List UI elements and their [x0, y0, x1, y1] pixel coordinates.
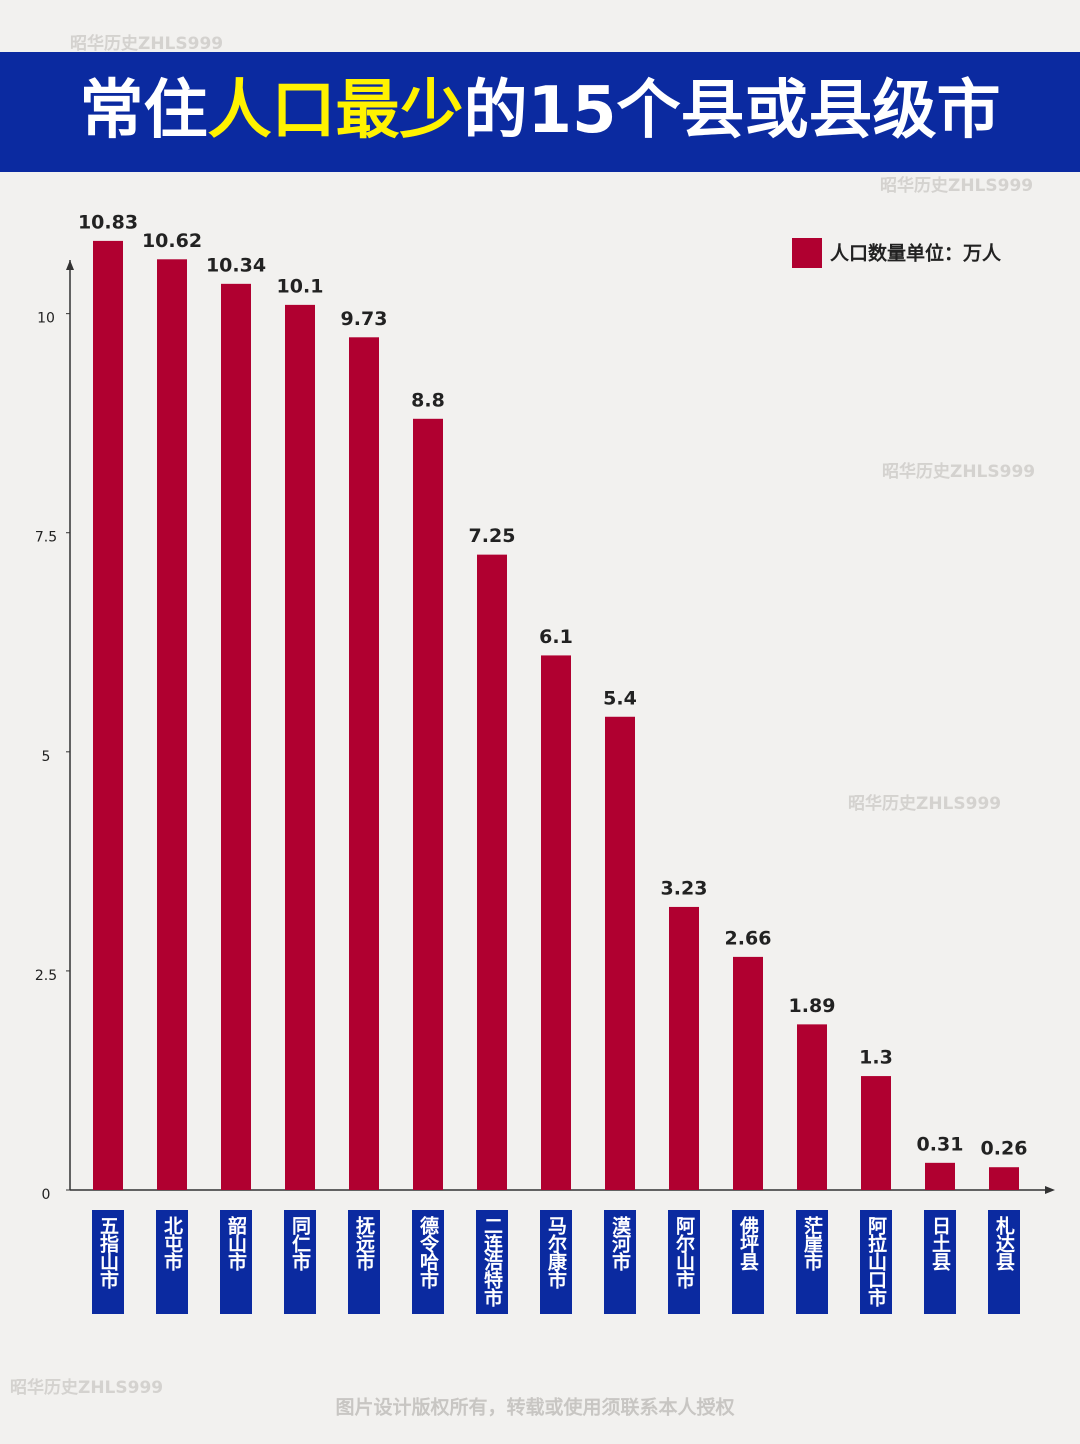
watermark: 昭华历史ZHLS999: [10, 1377, 163, 1398]
value-label: 1.3: [859, 1047, 893, 1069]
bar: [541, 655, 571, 1190]
value-label: 8.8: [411, 389, 445, 411]
value-label: 5.4: [603, 687, 637, 709]
category-box: [988, 1210, 1020, 1314]
bar: [605, 716, 635, 1190]
bar: [93, 240, 123, 1190]
x-tick-label: 佛坪县: [737, 1215, 760, 1272]
category-box: [156, 1210, 188, 1314]
title-segment: 常住: [79, 74, 207, 148]
value-label: 7.25: [469, 525, 516, 547]
x-tick-label: 北屯市: [161, 1216, 183, 1272]
x-tick-label: 韶山市: [225, 1215, 247, 1272]
bar: [477, 554, 507, 1190]
category-box: [220, 1210, 252, 1314]
x-tick-label: 日土县: [929, 1216, 951, 1272]
bar: [221, 283, 251, 1191]
value-label: 10.1: [277, 275, 324, 297]
value-label: 2.66: [725, 927, 772, 949]
x-tick-label: 阿拉山口市: [865, 1216, 887, 1308]
bar: [925, 1162, 955, 1190]
title-segment: 人口最少: [207, 74, 463, 148]
watermark: 昭华历史ZHLS999: [880, 175, 1033, 196]
footer: 图片设计版权所有，转载或使用须联系本人授权: [335, 1396, 734, 1419]
x-tick-label: 德令哈市: [417, 1215, 439, 1290]
y-tick-label: 5: [42, 749, 51, 765]
value-label: 10.62: [142, 230, 202, 252]
category-box: [92, 1210, 124, 1314]
value-label: 1.89: [789, 995, 836, 1017]
watermark: 昭华历史ZHLS999: [882, 461, 1035, 482]
x-tick-label: 马尔康市: [545, 1216, 567, 1290]
value-label: 3.23: [661, 877, 708, 899]
bar: [413, 418, 443, 1190]
bar: [733, 956, 763, 1190]
bar: [349, 337, 379, 1190]
x-tick-label: 抚远市: [353, 1216, 375, 1272]
y-tick-label: 2.5: [35, 968, 57, 984]
x-tick-label: 二连浩特市: [481, 1216, 503, 1308]
value-label: 10.83: [78, 211, 138, 233]
x-axis-arrow: [1045, 1186, 1055, 1194]
value-label: 10.34: [206, 254, 266, 276]
value-label: 9.73: [341, 308, 388, 330]
value-label: 0.31: [917, 1133, 964, 1155]
bar: [157, 259, 187, 1190]
watermark: 昭华历史ZHLS999: [70, 33, 223, 54]
category-box: [412, 1210, 444, 1314]
category-box: [284, 1210, 316, 1314]
legend-label: 人口数量单位：万人: [830, 242, 1002, 265]
category-box: [796, 1210, 828, 1314]
x-tick-label: 同仁市: [289, 1216, 311, 1272]
category-box: [604, 1210, 636, 1314]
y-tick-label: 0: [42, 1187, 51, 1203]
title-segment: 的15个县或县级市: [463, 74, 1000, 148]
x-tick-label: 札达县: [993, 1215, 1016, 1272]
chart-title: 常住人口最少的15个县或县级市: [79, 74, 1000, 148]
category-box: [476, 1210, 508, 1314]
bar: [989, 1167, 1019, 1190]
value-label: 0.26: [981, 1138, 1028, 1160]
x-tick-label: 阿尔山市: [673, 1216, 695, 1290]
y-tick-label: 7.5: [35, 530, 57, 546]
category-box: [732, 1210, 764, 1314]
y-tick-label: 10: [37, 311, 55, 327]
bar: [669, 906, 699, 1190]
x-tick-label: 漠河市: [609, 1215, 631, 1272]
x-tick-label: 五指山市: [97, 1216, 119, 1290]
bar: [861, 1076, 891, 1190]
category-box: [348, 1210, 380, 1314]
category-box: [924, 1210, 956, 1314]
category-box: [668, 1210, 700, 1314]
x-tick-label: 茫崖市: [801, 1215, 823, 1272]
category-box: [540, 1210, 572, 1314]
bar: [285, 304, 315, 1190]
watermark: 昭华历史ZHLS999: [848, 793, 1001, 814]
title-banner: [0, 52, 1080, 172]
category-box: [860, 1210, 892, 1314]
y-axis-arrow: [66, 260, 74, 270]
legend-swatch: [792, 238, 822, 268]
value-label: 6.1: [539, 626, 573, 648]
bar: [797, 1024, 827, 1190]
